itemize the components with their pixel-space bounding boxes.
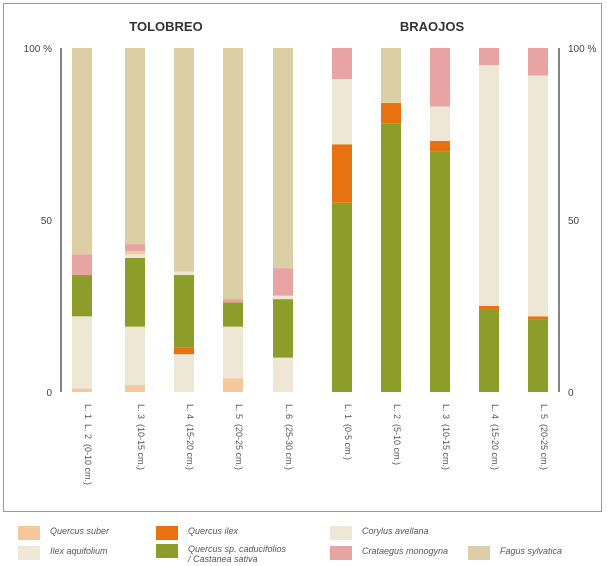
bar-segment	[125, 254, 145, 258]
legend-label: Quercus ilex	[188, 526, 239, 536]
legend-item-fagus-sylvatica: Fagus sylvatica	[468, 546, 562, 560]
group-title: BRAOJOS	[400, 19, 465, 34]
bar-segment	[430, 106, 450, 141]
legend-item-corylus-avellana: Corylus avellana	[330, 526, 429, 540]
legend-swatch	[330, 546, 352, 560]
y-tick-label-left: 0	[46, 388, 52, 399]
y-tick-label-left: 50	[41, 216, 53, 227]
bar-segment	[430, 48, 450, 107]
y-tick-label-right: 50	[568, 216, 580, 227]
bar-segment	[479, 65, 499, 306]
bar-segment	[125, 250, 145, 255]
bar-segment	[223, 326, 243, 379]
bar-segment	[273, 48, 293, 269]
x-tick-label: L. 4 (15-20 cm.)	[185, 404, 195, 470]
bar-segment	[479, 48, 499, 66]
x-tick-label: L. 4 (15-20 cm.)	[490, 404, 500, 470]
bar-segment	[72, 388, 92, 392]
legend-label: Corylus avellana	[362, 526, 429, 536]
stacked-bar-chart: TOLOBREO BRAOJOS 100 % 100 % 50 50 0 0 L. 1 L.…	[24, 19, 597, 485]
bar-segment	[125, 244, 145, 251]
legend-swatch	[330, 526, 352, 540]
legend-swatch	[156, 544, 178, 558]
bar-segment	[381, 123, 401, 393]
bar-segment	[273, 357, 293, 392]
legend-swatch	[18, 526, 40, 540]
x-tick-label: L. 5 (20-25 cm.)	[234, 404, 244, 470]
bar-segment	[273, 295, 293, 300]
bar-segment	[174, 347, 194, 355]
bar-segment	[125, 257, 145, 327]
legend: Quercus suber Quercus ilex Corylus avell…	[0, 512, 607, 566]
bar-segment	[223, 378, 243, 392]
legend-label: Quercus sp. caducifolios / Castanea sati…	[188, 544, 287, 564]
bar-segment	[273, 299, 293, 358]
bar-segment	[174, 271, 194, 276]
bar-segment	[125, 326, 145, 386]
legend-label: Ilex aquifolium	[50, 546, 108, 556]
bar-segment	[174, 354, 194, 392]
x-tick-label: L. 5 (20-25 cm.)	[539, 404, 549, 470]
y-tick-label-left: 100 %	[24, 44, 52, 55]
bar-segment	[430, 140, 450, 152]
bar-segment	[479, 309, 499, 392]
group-title: TOLOBREO	[129, 19, 202, 34]
x-tick-label: L. 1 L. 2 (0-10 cm.)	[83, 404, 93, 485]
bar-segment	[72, 48, 92, 255]
legend-item-quercus-caducifolios: Quercus sp. caducifolios / Castanea sati…	[156, 544, 286, 564]
legend-item-ilex-aquifolium: Ilex aquifolium	[18, 546, 108, 560]
bar-segment	[381, 48, 401, 104]
bar-segment	[332, 202, 352, 392]
bar-segment	[72, 254, 92, 276]
bar-segment	[125, 48, 145, 245]
bar-segment	[479, 306, 499, 310]
bar-segment	[72, 275, 92, 317]
bar-segment	[174, 48, 194, 272]
legend-label: Quercus suber	[50, 526, 110, 536]
bar-segment	[125, 385, 145, 392]
legend-item-quercus-ilex: Quercus ilex	[156, 526, 238, 540]
legend-swatch	[156, 526, 178, 540]
bar-segment	[273, 268, 293, 296]
legend-swatch	[18, 546, 40, 560]
bar-segment	[528, 48, 548, 76]
bar-segment	[223, 302, 243, 327]
bar-segment	[174, 275, 194, 348]
x-tick-label: L. 6 (25-30 cm.)	[284, 404, 294, 470]
y-tick-label-right: 100 %	[568, 44, 596, 55]
legend-item-quercus-suber: Quercus suber	[18, 526, 109, 540]
x-tick-label: L. 2 (5-10 cm.)	[392, 404, 402, 465]
legend-item-crataegus-monogyna: Crataegus monogyna	[330, 546, 448, 560]
bar-segment	[332, 48, 352, 79]
x-tick-label: L. 3 (10-15 cm.)	[441, 404, 451, 470]
bar-segment	[528, 75, 548, 317]
chart-frame	[3, 3, 602, 512]
x-tick-label: L. 3 (10-15 cm.)	[136, 404, 146, 470]
bar-segment	[223, 48, 243, 300]
bar-segment	[332, 144, 352, 203]
y-tick-label-right: 0	[568, 388, 574, 399]
bar-segment	[72, 316, 92, 389]
bar-segment	[528, 316, 548, 320]
bar-segment	[381, 103, 401, 124]
legend-label: Fagus sylvatica	[500, 546, 563, 556]
bar-segment	[430, 151, 450, 392]
x-tick-label: L. 1 (0-5 cm.)	[343, 404, 353, 460]
bar-segment	[528, 319, 548, 392]
legend-swatch	[468, 546, 490, 560]
bar-segment	[332, 78, 352, 145]
legend-label: Crataegus monogyna	[362, 546, 449, 556]
bar-segment	[223, 299, 243, 303]
